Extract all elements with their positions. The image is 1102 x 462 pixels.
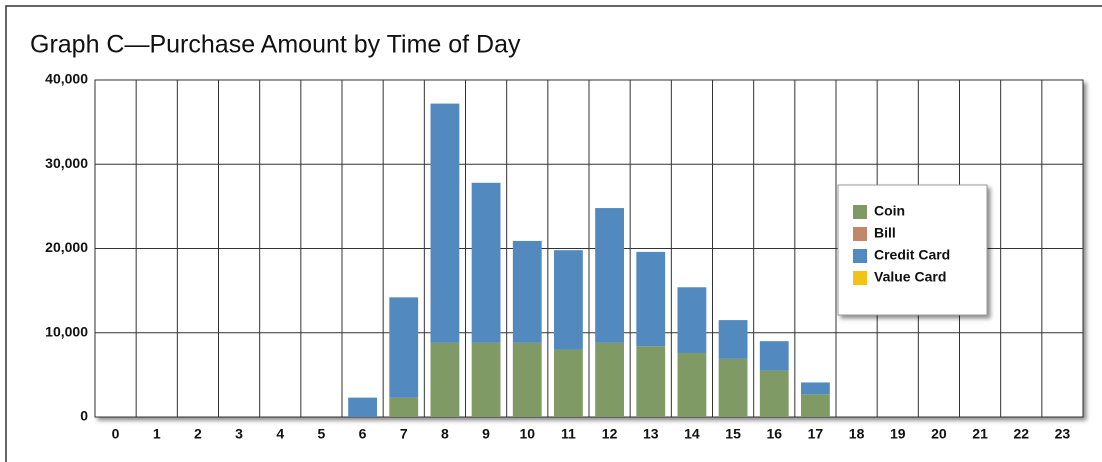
legend-label: Credit Card <box>874 247 950 263</box>
legend-swatch <box>853 271 867 285</box>
chart-title: Graph C—Purchase Amount by Time of Day <box>30 31 521 59</box>
x-tick-label: 23 <box>1055 426 1071 442</box>
x-tick-label: 5 <box>318 426 326 442</box>
y-tick-label: 40,000 <box>45 71 88 87</box>
legend-swatch <box>853 249 867 263</box>
bar-segment <box>801 382 830 395</box>
x-tick-label: 22 <box>1013 426 1029 442</box>
bar-segment <box>512 240 542 343</box>
y-tick-label: 30,000 <box>45 155 88 171</box>
bar-segment <box>636 251 666 347</box>
x-tick-label: 10 <box>519 426 535 442</box>
x-tick-label: 7 <box>400 426 408 442</box>
bar-segment <box>595 208 624 343</box>
bar-segment <box>554 250 583 350</box>
bar-segment <box>430 103 460 343</box>
bar-segment <box>348 397 377 417</box>
bar-segment <box>718 358 748 417</box>
x-tick-label: 17 <box>808 426 824 442</box>
frame <box>5 5 1102 462</box>
x-tick-label: 20 <box>931 426 947 442</box>
legend-label: Coin <box>874 203 905 219</box>
bar-segment <box>801 394 830 417</box>
x-tick-label: 0 <box>112 426 120 442</box>
bar-segment <box>718 320 748 359</box>
bar-segment <box>595 342 624 417</box>
legend-label: Value Card <box>874 269 946 285</box>
x-tick-label: 18 <box>849 426 865 442</box>
x-tick-label: 8 <box>441 426 449 442</box>
bar-segment <box>389 297 419 398</box>
x-tick-label: 4 <box>276 426 284 442</box>
x-tick-label: 15 <box>725 426 741 442</box>
legend-label: Bill <box>874 225 896 241</box>
x-tick-label: 12 <box>602 426 618 442</box>
x-tick-label: 11 <box>561 426 576 442</box>
legend-swatch <box>853 205 867 219</box>
bar-segment <box>759 370 789 417</box>
bar-segment <box>554 349 583 417</box>
bar-segment <box>636 346 666 417</box>
x-tick-label: 9 <box>482 426 490 442</box>
x-tick-label: 14 <box>684 426 700 442</box>
y-tick-label: 10,000 <box>45 323 88 339</box>
bar-segment <box>512 342 542 417</box>
x-tick-label: 16 <box>766 426 782 442</box>
bar-segment <box>389 397 419 417</box>
x-tick-label: 2 <box>194 426 202 442</box>
bar-segment <box>471 182 501 343</box>
bar-segment <box>471 342 501 417</box>
y-tick-label: 20,000 <box>45 239 88 255</box>
x-tick-label: 13 <box>643 426 659 442</box>
legend: Coin Bill Credit Card Value Card <box>837 184 988 316</box>
bar-segment <box>430 342 460 417</box>
bar-segment <box>677 352 707 417</box>
x-tick-label: 6 <box>359 426 367 442</box>
legend-swatch <box>853 227 867 241</box>
x-tick-label: 1 <box>153 426 161 442</box>
x-tick-label: 21 <box>972 426 988 442</box>
x-tick-label: 19 <box>890 426 906 442</box>
bar-segment <box>677 287 707 353</box>
y-tick-label: 0 <box>80 408 88 424</box>
bar-segment <box>759 341 789 371</box>
x-tick-label: 3 <box>235 426 243 442</box>
